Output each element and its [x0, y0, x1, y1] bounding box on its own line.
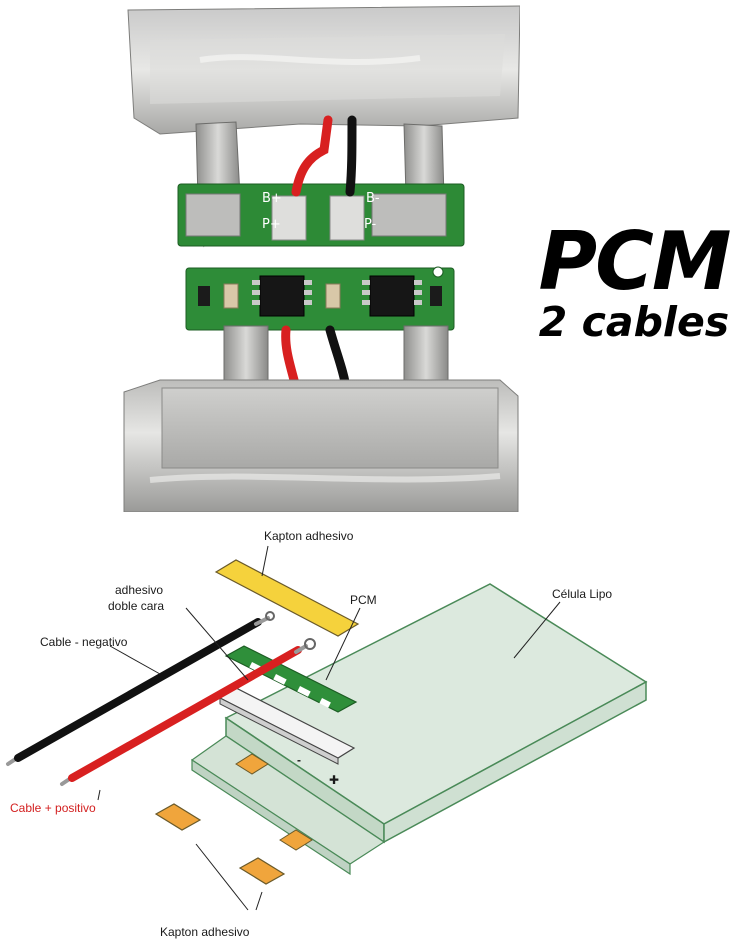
- lipo-cell: [190, 583, 648, 876]
- pcm-board: [224, 645, 358, 713]
- upper-wires: [291, 115, 357, 197]
- lower-battery: [123, 379, 519, 512]
- label-adhesive-line1: adhesivo: [115, 583, 163, 597]
- title-sub: 2 cables: [538, 298, 730, 346]
- minus-mark: -: [297, 753, 301, 767]
- positive-cable: [60, 638, 316, 786]
- label-kapton-top: Kapton adhesivo: [264, 529, 354, 543]
- label-adhesive-line2: doble cara: [108, 599, 164, 613]
- pcb-label-p-minus: P-: [364, 217, 377, 232]
- exploded-assembly-diagram: - ✚ Kapton adhesivo adhesivo doble cara …: [6, 529, 648, 939]
- label-pcm: PCM: [350, 593, 377, 607]
- lower-nickel-tabs: [223, 325, 449, 389]
- label-cable-positive: Cable + positivo: [10, 801, 96, 815]
- plus-mark: ✚: [329, 773, 339, 787]
- pcb-label-b-plus: B+: [262, 191, 282, 206]
- leader-lines: [97, 545, 561, 911]
- title-main: PCM: [538, 215, 732, 308]
- pcb-label-b-minus: B-: [366, 191, 380, 206]
- label-cell: Célula Lipo: [552, 587, 612, 601]
- kapton-tape-bottom: [154, 803, 286, 885]
- kapton-tape-top: [214, 559, 360, 637]
- label-cable-negative: Cable - negativo: [40, 635, 128, 649]
- cell-tabs: [235, 753, 313, 851]
- upper-pcb: B+ B- P+ P-: [177, 183, 465, 247]
- title-block: PCM 2 cables: [512, 215, 756, 346]
- upper-battery-pouch: [127, 5, 520, 135]
- lower-wires: [281, 325, 351, 393]
- pcm-photo: B+ B- P+ P-: [123, 5, 520, 512]
- label-kapton-bottom: Kapton adhesivo: [160, 925, 250, 939]
- lower-pcb: [185, 266, 455, 331]
- pcb-label-p-plus: P+: [262, 217, 281, 232]
